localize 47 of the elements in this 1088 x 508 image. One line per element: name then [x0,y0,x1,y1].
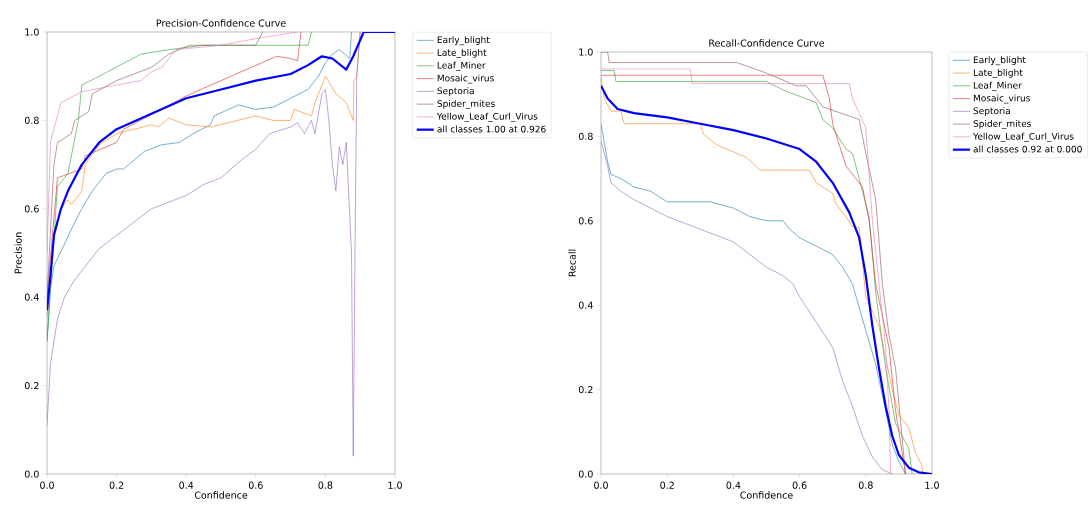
y-axis-title: Recall [568,249,576,277]
y-tick-label: 0.2 [578,385,593,394]
legend-label: Yellow_Leaf_Curl_Virus [973,132,1074,142]
legend-label: Late_blight [973,68,1023,78]
legend-label: all classes 0.92 at 0.000 [973,145,1082,153]
legend-label: Mosaic_virus [437,74,494,84]
x-tick-label: 0.2 [109,481,124,489]
chart-title: Recall-Confidence Curve [709,39,825,47]
y-tick-label: 1.0 [25,28,39,36]
x-tick-label: 0.8 [318,481,333,489]
x-tick-label: 0.4 [179,481,194,489]
legend-label: all classes 1.00 at 0.926 [437,125,546,133]
legend-label: Leaf_Miner [437,61,486,71]
legend-label: Early_blight [437,36,490,46]
y-tick-label: 0.2 [24,381,39,390]
legend-label: Septoria [973,107,1010,116]
legend-label: Spider_mites [973,120,1031,129]
y-tick-label: 0.0 [24,470,39,478]
x-tick-label: 0.6 [248,481,263,489]
y-tick-label: 0.8 [24,116,39,124]
x-axis-title: Confidence [194,491,248,499]
legend-label: Septoria [437,87,474,96]
y-tick-label: 0.0 [578,470,593,478]
chart-title: Precision-Confidence Curve [156,19,286,27]
y-tick-label: 0.4 [24,293,39,301]
x-axis-title: Confidence [740,491,793,499]
line-series [47,31,298,254]
legend-label: Late_blight [437,48,487,58]
x-tick-label: 0.0 [40,481,54,489]
x-tick-label: 1.0 [925,481,939,489]
y-tick-label: 1.0 [579,48,593,56]
legend-label: Mosaic_virus [973,94,1030,104]
x-tick-label: 0.8 [858,481,873,489]
legend-label: Spider_mites [437,100,495,109]
x-tick-label: 1.0 [388,481,402,489]
y-tick-label: 0.4 [578,301,593,309]
x-tick-label: 0.4 [726,481,741,489]
y-tick-label: 0.6 [24,205,39,213]
x-tick-label: 0.2 [660,481,674,489]
legend-label: Yellow_Leaf_Curl_Virus [436,112,538,122]
x-tick-label: 0.0 [594,481,608,489]
y-axis-title: Precision [14,232,22,274]
y-tick-label: 0.6 [578,217,593,225]
legend-label: Early_blight [973,56,1026,66]
x-tick-label: 0.6 [792,481,807,489]
y-tick-label: 0.8 [578,132,593,140]
legend-label: Leaf_Miner [973,81,1022,91]
